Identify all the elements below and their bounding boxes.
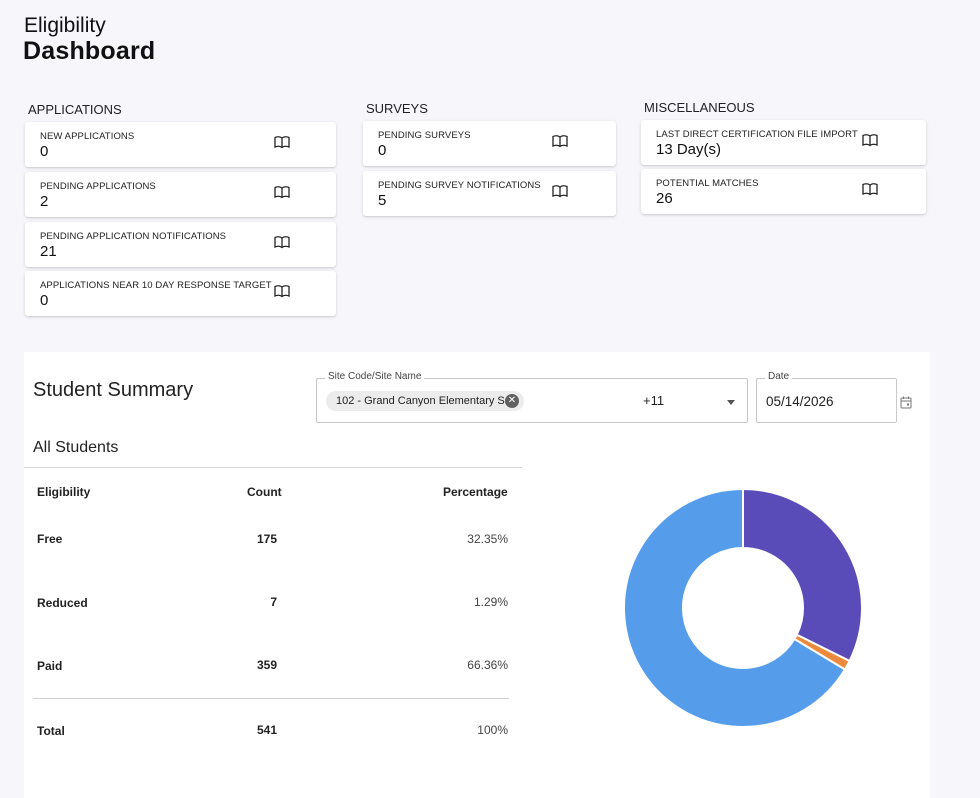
site-chip[interactable]: 102 - Grand Canyon Elementary S... ✕	[326, 391, 524, 411]
count-column-header: Count	[247, 485, 282, 499]
card-label: PENDING SURVEYS	[378, 130, 471, 141]
pending-surveys-card[interactable]: PENDING SURVEYS 0	[363, 121, 616, 166]
eligibility-column-header: Eligibility	[37, 485, 91, 499]
potential-matches-card[interactable]: POTENTIAL MATCHES 26	[641, 169, 926, 214]
all-students-title: All Students	[33, 439, 119, 456]
card-value: 5	[378, 192, 387, 209]
percentage-column-header: Percentage	[443, 485, 508, 499]
card-label: PENDING APPLICATIONS	[40, 181, 156, 192]
page-subtitle: Eligibility	[24, 14, 106, 37]
card-label: APPLICATIONS NEAR 10 DAY RESPONSE TARGET	[40, 280, 272, 291]
card-label: LAST DIRECT CERTIFICATION FILE IMPORT	[656, 129, 858, 140]
chip-remove-icon[interactable]: ✕	[505, 394, 519, 408]
site-code-select[interactable]: Site Code/Site Name 102 - Grand Canyon E…	[316, 371, 748, 423]
total-label: Total	[37, 724, 65, 738]
row-eligibility: Reduced	[37, 596, 88, 610]
last-direct-certification-card[interactable]: LAST DIRECT CERTIFICATION FILE IMPORT 13…	[641, 120, 926, 165]
book-icon[interactable]	[552, 184, 568, 198]
card-value: 13 Day(s)	[656, 141, 722, 158]
book-icon[interactable]	[274, 284, 290, 298]
date-value: 05/14/2026	[766, 394, 834, 409]
row-eligibility: Free	[37, 532, 63, 546]
more-sites-count: +11	[643, 393, 665, 408]
surveys-section-title: SURVEYS	[366, 101, 428, 116]
row-eligibility: Paid	[37, 659, 63, 673]
donut-slice-paid[interactable]	[623, 487, 847, 728]
total-percentage: 100%	[477, 723, 508, 737]
book-icon[interactable]	[552, 134, 568, 148]
applications-near-target-card[interactable]: APPLICATIONS NEAR 10 DAY RESPONSE TARGET…	[25, 271, 336, 316]
card-value: 0	[378, 142, 387, 159]
card-value: 2	[40, 193, 49, 210]
card-value: 0	[40, 143, 49, 160]
site-chip-label: 102 - Grand Canyon Elementary S...	[336, 395, 514, 407]
table-divider	[33, 698, 509, 699]
date-label: Date	[765, 371, 793, 382]
card-label: NEW APPLICATIONS	[40, 131, 135, 142]
book-icon[interactable]	[274, 135, 290, 149]
book-icon[interactable]	[274, 185, 290, 199]
total-count: 541	[256, 723, 277, 737]
row-count: 7	[270, 595, 277, 609]
card-value: 0	[40, 292, 49, 309]
card-value: 21	[40, 243, 57, 260]
card-label: PENDING SURVEY NOTIFICATIONS	[378, 180, 541, 191]
book-icon[interactable]	[862, 182, 878, 196]
row-percentage: 32.35%	[467, 532, 508, 546]
card-value: 26	[656, 190, 673, 207]
student-summary-panel: Student Summary Site Code/Site Name 102 …	[24, 352, 930, 798]
book-icon[interactable]	[274, 235, 290, 249]
all-students-header: All Students	[24, 430, 522, 468]
row-percentage: 1.29%	[473, 595, 508, 609]
card-label: PENDING APPLICATION NOTIFICATIONS	[40, 231, 227, 242]
site-code-label: Site Code/Site Name	[325, 371, 425, 382]
date-field[interactable]: Date 05/14/2026	[756, 371, 897, 423]
row-percentage: 66.36%	[467, 658, 508, 672]
card-label: POTENTIAL MATCHES	[656, 178, 759, 189]
row-count: 359	[256, 658, 277, 672]
student-summary-title: Student Summary	[33, 379, 194, 401]
new-applications-card[interactable]: NEW APPLICATIONS 0	[25, 122, 336, 167]
row-count: 175	[256, 532, 277, 546]
pending-survey-notifications-card[interactable]: PENDING SURVEY NOTIFICATIONS 5	[363, 171, 616, 216]
misc-section-title: MISCELLANEOUS	[644, 100, 755, 115]
chevron-down-icon[interactable]	[727, 400, 735, 405]
page-title: Dashboard	[23, 37, 156, 65]
pending-applications-card[interactable]: PENDING APPLICATIONS 2	[25, 172, 336, 217]
calendar-icon[interactable]	[900, 396, 912, 409]
eligibility-donut-chart	[623, 487, 863, 728]
donut-slice-free[interactable]	[742, 487, 863, 663]
pending-application-notifications-card[interactable]: PENDING APPLICATION NOTIFICATIONS 21	[25, 222, 336, 267]
book-icon[interactable]	[862, 133, 878, 147]
applications-section-title: APPLICATIONS	[28, 102, 122, 117]
